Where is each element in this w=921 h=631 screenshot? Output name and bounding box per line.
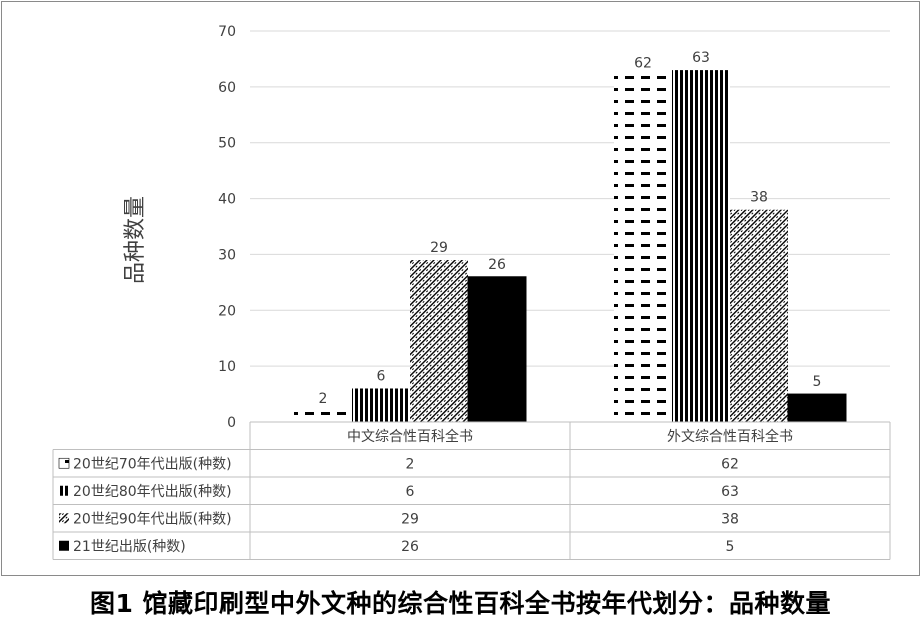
table-cell: 38	[721, 511, 739, 527]
bar	[294, 410, 352, 422]
y-tick-label: 0	[227, 415, 236, 431]
table-cell: 2	[406, 456, 415, 472]
data-label: 38	[750, 190, 768, 206]
table-cell: 62	[721, 456, 739, 472]
y-tick-label: 30	[218, 247, 236, 263]
legend-entry: 20世纪80年代出版(种数)	[73, 484, 232, 500]
bar	[730, 209, 788, 422]
data-label: 2	[319, 391, 328, 407]
data-label: 63	[692, 50, 710, 66]
data-label: 62	[634, 56, 652, 72]
legend-entry: 21世纪出版(种数)	[73, 539, 186, 555]
y-tick-label: 70	[218, 24, 236, 40]
legend-entry: 20世纪70年代出版(种数)	[73, 456, 232, 472]
category-label: 中文综合性百科全书	[347, 428, 473, 445]
y-tick-label: 10	[218, 359, 236, 375]
figure-caption: 图1 馆藏印刷型中外文种的综合性百科全书按年代划分：品种数量	[89, 589, 832, 618]
bar	[787, 393, 847, 423]
bar	[467, 276, 527, 423]
bar	[352, 388, 410, 422]
y-axis-title: 品种数量	[123, 196, 148, 284]
data-label: 29	[430, 240, 448, 256]
data-label: 5	[813, 374, 822, 390]
legend-key	[59, 485, 69, 496]
bar	[614, 75, 672, 422]
table-cell: 26	[401, 539, 419, 555]
table-cell: 5	[726, 539, 735, 555]
y-tick-label: 60	[218, 80, 236, 96]
data-label: 26	[488, 257, 506, 273]
bar	[672, 70, 730, 422]
table-cell: 6	[406, 484, 415, 500]
y-tick-label: 40	[218, 192, 236, 208]
legend-entry: 20世纪90年代出版(种数)	[73, 511, 232, 527]
y-tick-label: 50	[218, 136, 236, 152]
legend-key	[59, 513, 69, 524]
legend-key	[59, 540, 69, 551]
category-label: 外文综合性百科全书	[667, 428, 793, 445]
y-tick-label: 20	[218, 303, 236, 319]
table-cell: 63	[721, 484, 739, 500]
data-label: 6	[377, 368, 386, 384]
legend-key	[58, 457, 70, 469]
table-cell: 29	[401, 511, 419, 527]
bar	[410, 260, 468, 422]
